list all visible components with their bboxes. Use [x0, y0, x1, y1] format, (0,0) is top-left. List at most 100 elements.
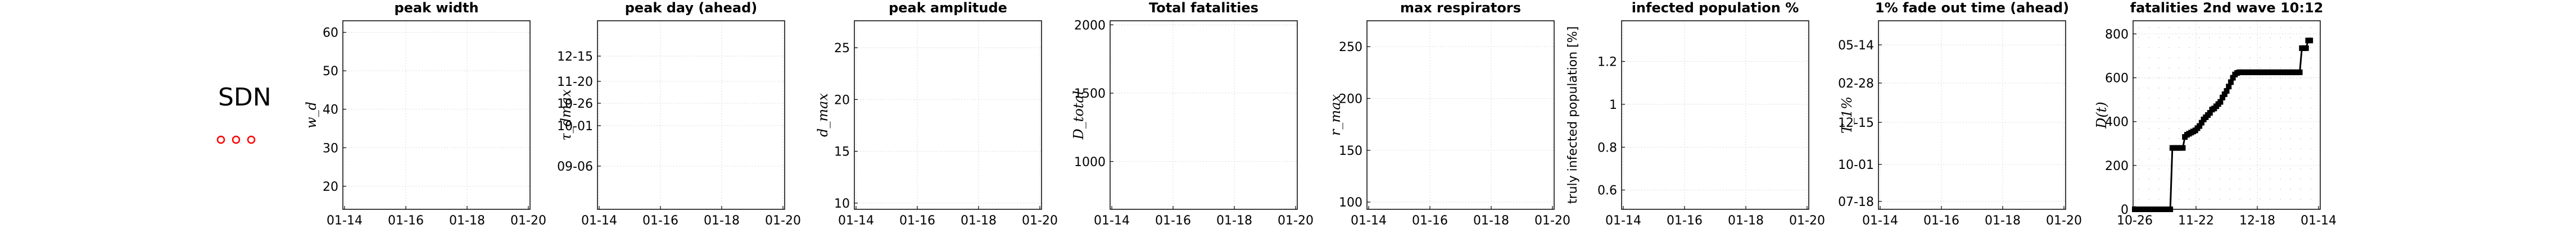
bg-dot	[2219, 158, 2220, 159]
bg-dot	[2199, 67, 2200, 68]
bg-dot	[2168, 108, 2170, 109]
grid	[1367, 21, 1554, 209]
bg-dot	[2138, 37, 2139, 38]
bg-dot	[2189, 98, 2190, 99]
bg-dot	[2209, 118, 2210, 119]
y-tick-label: 200	[2105, 159, 2129, 173]
y-tick-label: 11-20	[557, 75, 593, 89]
bg-dot	[2260, 98, 2261, 99]
data-point	[2297, 69, 2303, 75]
bg-dot	[2209, 178, 2210, 180]
bg-dot	[2280, 88, 2281, 89]
bg-dot	[2239, 118, 2240, 119]
axes-frame	[1366, 20, 1555, 210]
y-tick-label: 05-14	[1838, 39, 1874, 53]
bg-dot	[2199, 168, 2200, 169]
x-tick-label: 11-22	[2178, 214, 2214, 228]
grid	[854, 21, 1042, 209]
bg-dot	[2270, 37, 2271, 38]
bg-dot	[2219, 27, 2220, 28]
panel-3: peak amplitude 01-14 01-16 01-18 01-20 10 15 20…	[815, 0, 1058, 228]
x-tick-label: 12-18	[2239, 214, 2275, 228]
y-axis-label: T_1%	[1839, 97, 1855, 134]
bg-dot	[2168, 168, 2170, 169]
bg-dot	[2260, 88, 2261, 89]
y-tick-label: 0.8	[1597, 141, 1617, 155]
bg-dot	[2148, 189, 2149, 190]
bg-dot	[2290, 47, 2291, 48]
panel-title: peak width	[394, 0, 478, 16]
y-tick-label: 1000	[1074, 155, 1106, 169]
axes-frame	[1110, 20, 1298, 210]
bg-dot	[2260, 128, 2261, 129]
bg-dot	[2310, 98, 2311, 99]
bg-dot	[2229, 178, 2230, 180]
bg-dot	[2179, 98, 2180, 99]
bg-dot	[2209, 199, 2210, 200]
bg-dot	[2209, 189, 2210, 190]
x-tick-label: 01-18	[961, 214, 997, 228]
bg-dot	[2199, 88, 2200, 89]
axes-frame	[597, 20, 785, 210]
bg-dot	[2148, 158, 2149, 159]
bg-dot	[2179, 189, 2180, 190]
bg-dot	[2189, 88, 2190, 89]
bg-dot	[2229, 128, 2230, 129]
bg-dot	[2179, 37, 2180, 38]
bg-dot	[2189, 118, 2190, 119]
data-point	[2220, 94, 2226, 100]
bg-dot	[2310, 189, 2311, 190]
y-tick-label: 200	[1339, 92, 1362, 106]
bg-dot	[2229, 189, 2230, 190]
bg-dot	[2189, 57, 2190, 58]
bg-dot	[2270, 88, 2271, 89]
legend-markers	[216, 135, 256, 144]
bg-dot	[2260, 47, 2261, 48]
bg-dot	[2158, 158, 2160, 159]
y-tick-label: 1.2	[1597, 56, 1617, 70]
bg-dot	[2249, 57, 2251, 58]
bg-dot	[2280, 57, 2281, 58]
bg-dot	[2290, 138, 2291, 139]
bg-dot	[2168, 199, 2170, 200]
y-tick-label: 0.6	[1597, 184, 1617, 198]
bg-dot	[2249, 158, 2251, 159]
bg-dot	[2148, 178, 2149, 180]
bg-dot	[2189, 199, 2190, 200]
bg-dot	[2179, 178, 2180, 180]
panel-title: Total fatalities	[1149, 0, 1258, 16]
bg-dot	[2189, 108, 2190, 109]
bg-dot	[2179, 27, 2180, 28]
bg-dot	[2239, 77, 2240, 79]
bg-dot	[2209, 148, 2210, 149]
bg-dot	[2310, 27, 2311, 28]
y-tick-label: 15	[834, 145, 850, 159]
bg-dot	[2209, 98, 2210, 99]
data-point	[2153, 207, 2159, 212]
bg-dot	[2168, 27, 2170, 28]
bg-dot	[2219, 77, 2220, 79]
bg-dot	[2249, 128, 2251, 129]
x-tick-label: 01-16	[899, 214, 935, 228]
data-point	[2132, 207, 2138, 212]
bg-dot	[2148, 57, 2149, 58]
bg-dot	[2229, 168, 2230, 169]
bg-dot	[2229, 98, 2230, 99]
bg-dot	[2148, 37, 2149, 38]
data-point	[2136, 207, 2142, 212]
bg-dot	[2260, 178, 2261, 180]
bg-dot	[2249, 47, 2251, 48]
bg-dot	[2310, 168, 2311, 169]
bg-dot	[2209, 88, 2210, 89]
legend-marker	[216, 135, 225, 144]
bg-dot	[2260, 199, 2261, 200]
bg-dot	[2219, 47, 2220, 48]
bg-dot	[2168, 88, 2170, 89]
bg-dot	[2168, 128, 2170, 129]
bg-dot	[2138, 67, 2139, 68]
bg-dot	[2219, 138, 2220, 139]
bg-dot	[2168, 178, 2170, 180]
series-markers	[2132, 38, 2314, 212]
grid	[1622, 21, 1809, 209]
y-tick-label: 800	[2105, 27, 2129, 42]
